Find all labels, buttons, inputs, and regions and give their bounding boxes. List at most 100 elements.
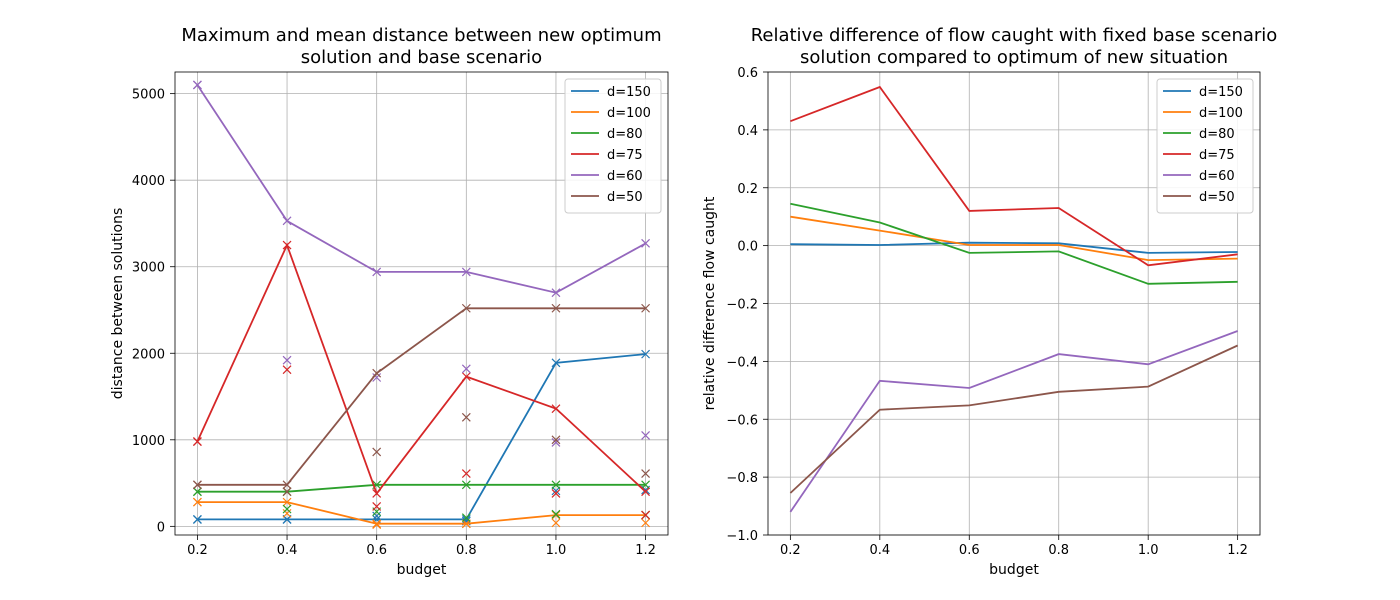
max-marker: [551, 480, 561, 490]
mean-marker: [551, 489, 561, 498]
x-tick-label: 0.6: [959, 543, 980, 558]
y-tick-label: −0.8: [726, 471, 758, 486]
x-axis-label: budget: [989, 562, 1039, 578]
mean-marker: [282, 504, 292, 514]
mean-marker: [282, 508, 292, 518]
y-tick-label: 5000: [132, 88, 165, 103]
mean-marker: [372, 520, 382, 530]
mean-marker: [641, 510, 651, 520]
mean-marker: [192, 480, 202, 490]
max-marker: [372, 519, 382, 529]
y-tick-label: 2000: [132, 347, 165, 362]
legend-entry: d=80: [1199, 127, 1235, 142]
max-marker: [641, 487, 651, 497]
legend: d=150 d=100 d=80 d=75 d=60 d=50: [1156, 78, 1254, 214]
x-tick-label: 0.4: [277, 543, 298, 558]
mean-marker: [551, 437, 561, 447]
series-line: [790, 241, 1238, 254]
max-marker: [551, 358, 561, 368]
legend-entry: d=150: [607, 85, 651, 100]
series-line: [197, 307, 646, 486]
x-tick-label: 0.2: [780, 543, 801, 558]
series-d-100: [192, 497, 651, 530]
chart-panel-2: Relative difference of flow caught with …: [702, 25, 1277, 578]
mean-marker: [641, 431, 651, 440]
mean-marker: [192, 437, 202, 446]
max-marker: [641, 480, 651, 490]
x-tick-label: 1.0: [1138, 543, 1159, 558]
series-d-75: [790, 85, 1238, 267]
mean-marker: [551, 509, 561, 519]
mean-marker: [641, 469, 651, 478]
x-tick-label: 0.8: [456, 543, 477, 558]
plot-frame: [174, 71, 669, 536]
mean-marker: [372, 511, 382, 521]
legend-entry: d=60: [1199, 169, 1235, 184]
series-line: [196, 84, 647, 294]
legend-entry: d=100: [607, 106, 651, 121]
legend-entry: d=75: [607, 148, 643, 163]
y-tick-label: 0.0: [737, 240, 758, 255]
x-axis-label: budget: [397, 562, 447, 578]
mean-marker: [641, 518, 651, 528]
chart-title-line: solution compared to optimum of new situ…: [800, 47, 1228, 68]
y-tick-label: 4000: [132, 174, 165, 189]
max-marker: [641, 303, 651, 313]
y-axis-label: relative difference flow caught: [702, 196, 718, 410]
series-line: [197, 501, 646, 525]
series-line: [197, 483, 646, 493]
mean-marker: [282, 355, 292, 365]
mean-marker: [192, 80, 202, 90]
y-tick-label: −0.4: [726, 355, 758, 370]
max-marker: [282, 216, 292, 226]
mean-marker: [192, 487, 202, 497]
y-tick-label: 0.2: [737, 182, 758, 197]
chart-title-line: solution and base scenario: [301, 47, 542, 68]
series-line: [789, 344, 1238, 494]
series-line: [790, 85, 1238, 267]
max-marker: [282, 497, 292, 507]
max-marker: [461, 267, 471, 277]
x-tick-label: 1.2: [635, 543, 656, 558]
x-tick-label: 0.8: [1048, 543, 1069, 558]
mean-marker: [192, 497, 202, 507]
max-marker: [461, 480, 471, 490]
legend-entry: d=75: [1199, 148, 1235, 163]
legend: d=150 d=100 d=80 d=75 d=60 d=50: [564, 78, 662, 214]
max-marker: [282, 480, 292, 490]
series-d-50: [789, 344, 1238, 494]
mean-marker: [282, 487, 292, 497]
y-tick-label: −0.2: [726, 298, 758, 313]
y-tick-label: 1000: [132, 434, 165, 449]
chart-title-line: Relative difference of flow caught with …: [751, 25, 1278, 46]
max-marker: [641, 238, 651, 248]
mean-marker: [372, 447, 382, 457]
x-tick-label: 0.4: [869, 543, 890, 558]
series-d-50: [192, 303, 651, 497]
legend-entry: d=50: [607, 190, 643, 205]
series-line: [197, 353, 646, 521]
max-marker: [461, 514, 471, 524]
y-axis-label: distance between solutions: [110, 208, 126, 400]
max-marker: [551, 303, 561, 313]
max-marker: [282, 240, 292, 250]
legend-entry: d=100: [1199, 106, 1243, 121]
x-tick-label: 0.2: [187, 543, 208, 558]
y-tick-label: 0.4: [737, 124, 758, 139]
series-d-150: [192, 349, 651, 526]
series-d-150: [790, 241, 1238, 254]
series-d-60: [192, 80, 651, 447]
max-marker: [372, 368, 382, 378]
mean-marker: [461, 364, 471, 374]
mean-marker: [372, 502, 382, 511]
max-marker: [551, 288, 561, 298]
legend-entry: d=150: [1199, 85, 1243, 100]
y-tick-label: 0.6: [737, 66, 758, 81]
y-tick-label: 0: [157, 520, 165, 535]
x-tick-label: 0.6: [366, 543, 387, 558]
max-marker: [461, 303, 471, 313]
series-line: [790, 202, 1238, 285]
series-line: [789, 330, 1238, 513]
legend-entry: d=60: [607, 169, 643, 184]
